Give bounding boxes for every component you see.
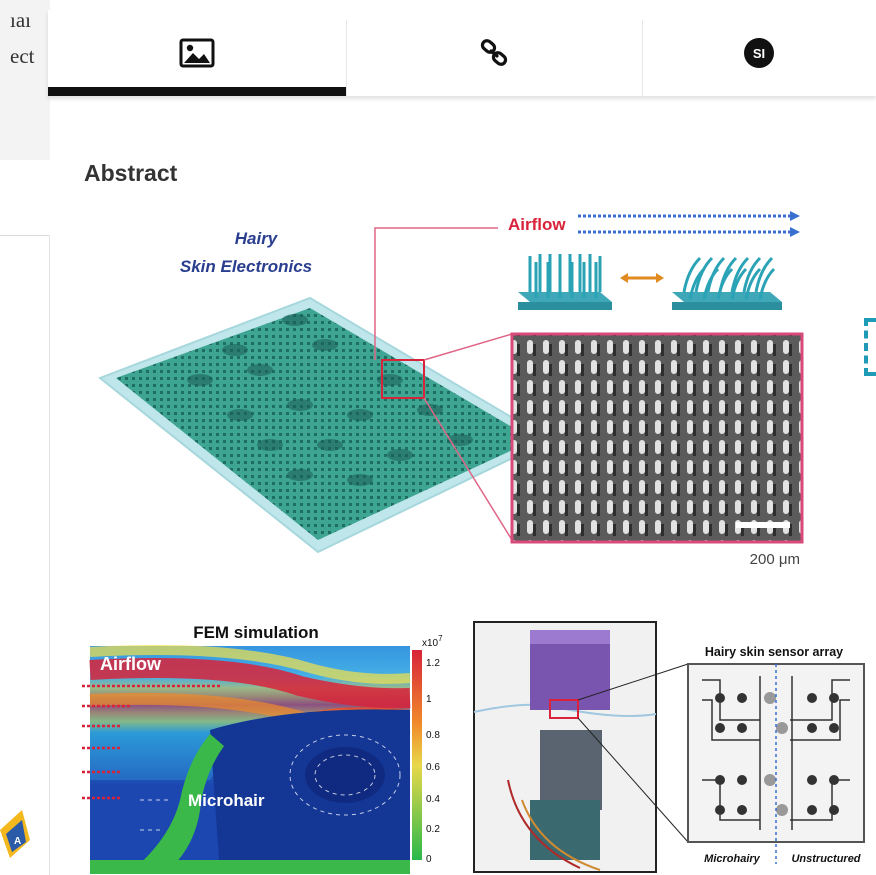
bidirectional-arrow (620, 273, 664, 283)
active-tab-indicator (48, 87, 346, 96)
svg-text:A: A (14, 836, 21, 847)
colorbar-tick: 1 (426, 694, 432, 705)
abstract-heading: Abstract (84, 160, 178, 186)
colorbar-exponent: x10 (422, 638, 439, 649)
device-hair-array (116, 308, 534, 540)
left-panel-text-1: ıaı (10, 8, 31, 32)
supporting-info-icon: SI (744, 38, 774, 68)
graphical-abstract: Hairy Skin Electronics Airflow (82, 211, 865, 874)
colorbar-tick: 0.6 (426, 762, 440, 773)
array-label-right: Unstructured (791, 853, 860, 865)
colorbar-tick: 0.2 (426, 824, 440, 835)
left-panel-divider (0, 235, 50, 236)
tab-links[interactable] (346, 10, 642, 96)
article-tab-bar: SI (48, 10, 876, 96)
scale-label: 200 μm (750, 551, 800, 568)
colorbar-tick: 0 (426, 854, 432, 865)
sem-image (510, 332, 804, 544)
pillar-block-upright (518, 254, 612, 310)
link-icon (480, 39, 508, 66)
figure-title-line2: Skin Electronics (180, 257, 312, 276)
image-icon (179, 38, 215, 68)
sensor-array (687, 663, 865, 864)
left-panel-border (49, 235, 50, 875)
airflow-label: Airflow (508, 215, 566, 234)
array-label-left: Microhairy (704, 853, 761, 865)
publisher-logo-icon: A (0, 810, 30, 858)
fem-airflow-label: Airflow (100, 654, 162, 674)
tab-supporting-info[interactable]: SI (642, 10, 876, 96)
colorbar-tick: 0.8 (426, 730, 440, 741)
zoom-region (381, 359, 425, 399)
colorbar (412, 650, 422, 860)
fem-title: FEM simulation (193, 623, 319, 642)
airflow-arrows (578, 214, 790, 234)
pillar-block-bent (672, 256, 782, 310)
colorbar-tick: 0.4 (426, 794, 440, 805)
left-panel-text-2: ect (10, 44, 35, 68)
fem-simulation-plot (82, 645, 411, 874)
tab-figures[interactable] (48, 10, 346, 96)
colorbar-exponent-sup: 7 (438, 634, 443, 643)
left-panel (0, 0, 50, 160)
figure-title-line1: Hairy (235, 229, 279, 248)
scale-bar (736, 522, 790, 528)
device-photo (473, 621, 689, 873)
svg-text:x107: x107 (422, 634, 443, 649)
fem-microhair-label: Microhair (188, 791, 265, 810)
scroll-marker[interactable] (864, 318, 876, 376)
colorbar-tick: 1.2 (426, 658, 440, 669)
array-title: Hairy skin sensor array (705, 645, 843, 659)
